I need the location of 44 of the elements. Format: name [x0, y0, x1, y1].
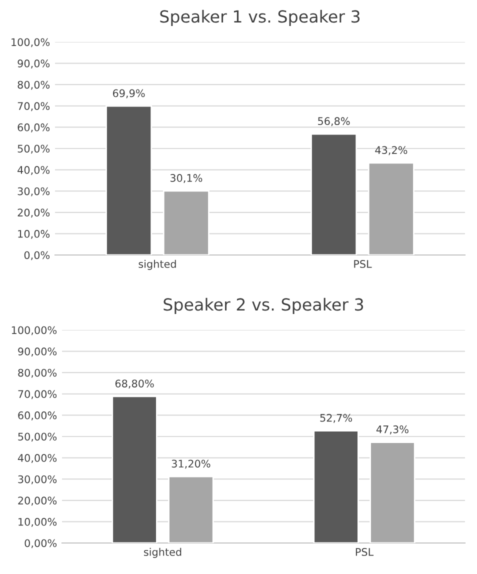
y-tick-label: 0,00% — [24, 539, 57, 548]
x-tick-label: sighted — [144, 548, 182, 558]
y-tick-label: 70,0% — [18, 102, 50, 112]
data-label: 52,7% — [320, 414, 352, 423]
y-tick-label: 80,00% — [18, 368, 57, 378]
y-tick-label: 10,00% — [18, 518, 57, 527]
chart-title: Speaker 2 vs. Speaker 3 — [164, 298, 364, 314]
y-tick-label: 30,0% — [18, 187, 50, 196]
y-tick-label: 0,0% — [24, 251, 50, 260]
y-tick-label: 80,0% — [18, 80, 50, 90]
y-tick-label: 70,00% — [18, 390, 57, 400]
y-tick-label: 50,00% — [18, 432, 57, 442]
bar — [162, 190, 210, 255]
bar — [310, 133, 358, 255]
bar — [168, 476, 214, 543]
bar — [112, 396, 158, 543]
data-label: 47,3% — [376, 425, 408, 434]
y-tick-label: 100,00% — [12, 326, 57, 336]
y-tick-label: 90,0% — [18, 60, 50, 68]
data-label: 31,20% — [172, 460, 210, 469]
x-tick-label: PSL — [354, 260, 372, 268]
y-tick-label: 60,00% — [18, 411, 57, 420]
y-tick-label: 20,00% — [18, 496, 57, 506]
bar — [370, 442, 416, 543]
y-tick-label: 50,0% — [18, 144, 50, 154]
y-tick-label: 30,00% — [18, 475, 57, 484]
y-tick-label: 40,0% — [18, 166, 50, 175]
y-tick-label: 100,0% — [12, 38, 50, 48]
data-label: 68,80% — [115, 380, 154, 389]
x-tick-label: PSL — [356, 548, 374, 556]
data-label: 56,8% — [318, 117, 350, 126]
data-label: 43,2% — [375, 146, 408, 156]
x-tick-label: sighted — [138, 260, 176, 270]
y-tick-label: 10,0% — [18, 230, 50, 239]
y-tick-label: 40,00% — [18, 454, 57, 463]
data-label: 30,1% — [170, 174, 202, 183]
y-tick-label: 60,0% — [18, 123, 50, 132]
bar — [313, 430, 359, 543]
chart-title: Speaker 1 vs. Speaker 3 — [160, 10, 360, 26]
bar — [368, 162, 414, 255]
y-tick-label: 20,0% — [18, 208, 50, 218]
bar — [106, 105, 152, 255]
y-tick-label: 90,00% — [18, 348, 57, 356]
data-label: 69,9% — [112, 89, 145, 98]
